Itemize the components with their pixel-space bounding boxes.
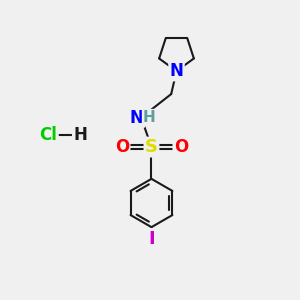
Text: S: S	[145, 138, 158, 156]
Text: O: O	[174, 138, 188, 156]
Text: H: H	[143, 110, 156, 125]
Text: N: N	[130, 109, 144, 127]
Text: N: N	[169, 62, 183, 80]
Text: I: I	[148, 230, 155, 247]
Text: H: H	[73, 126, 87, 144]
Text: Cl: Cl	[40, 126, 57, 144]
Text: O: O	[115, 138, 129, 156]
